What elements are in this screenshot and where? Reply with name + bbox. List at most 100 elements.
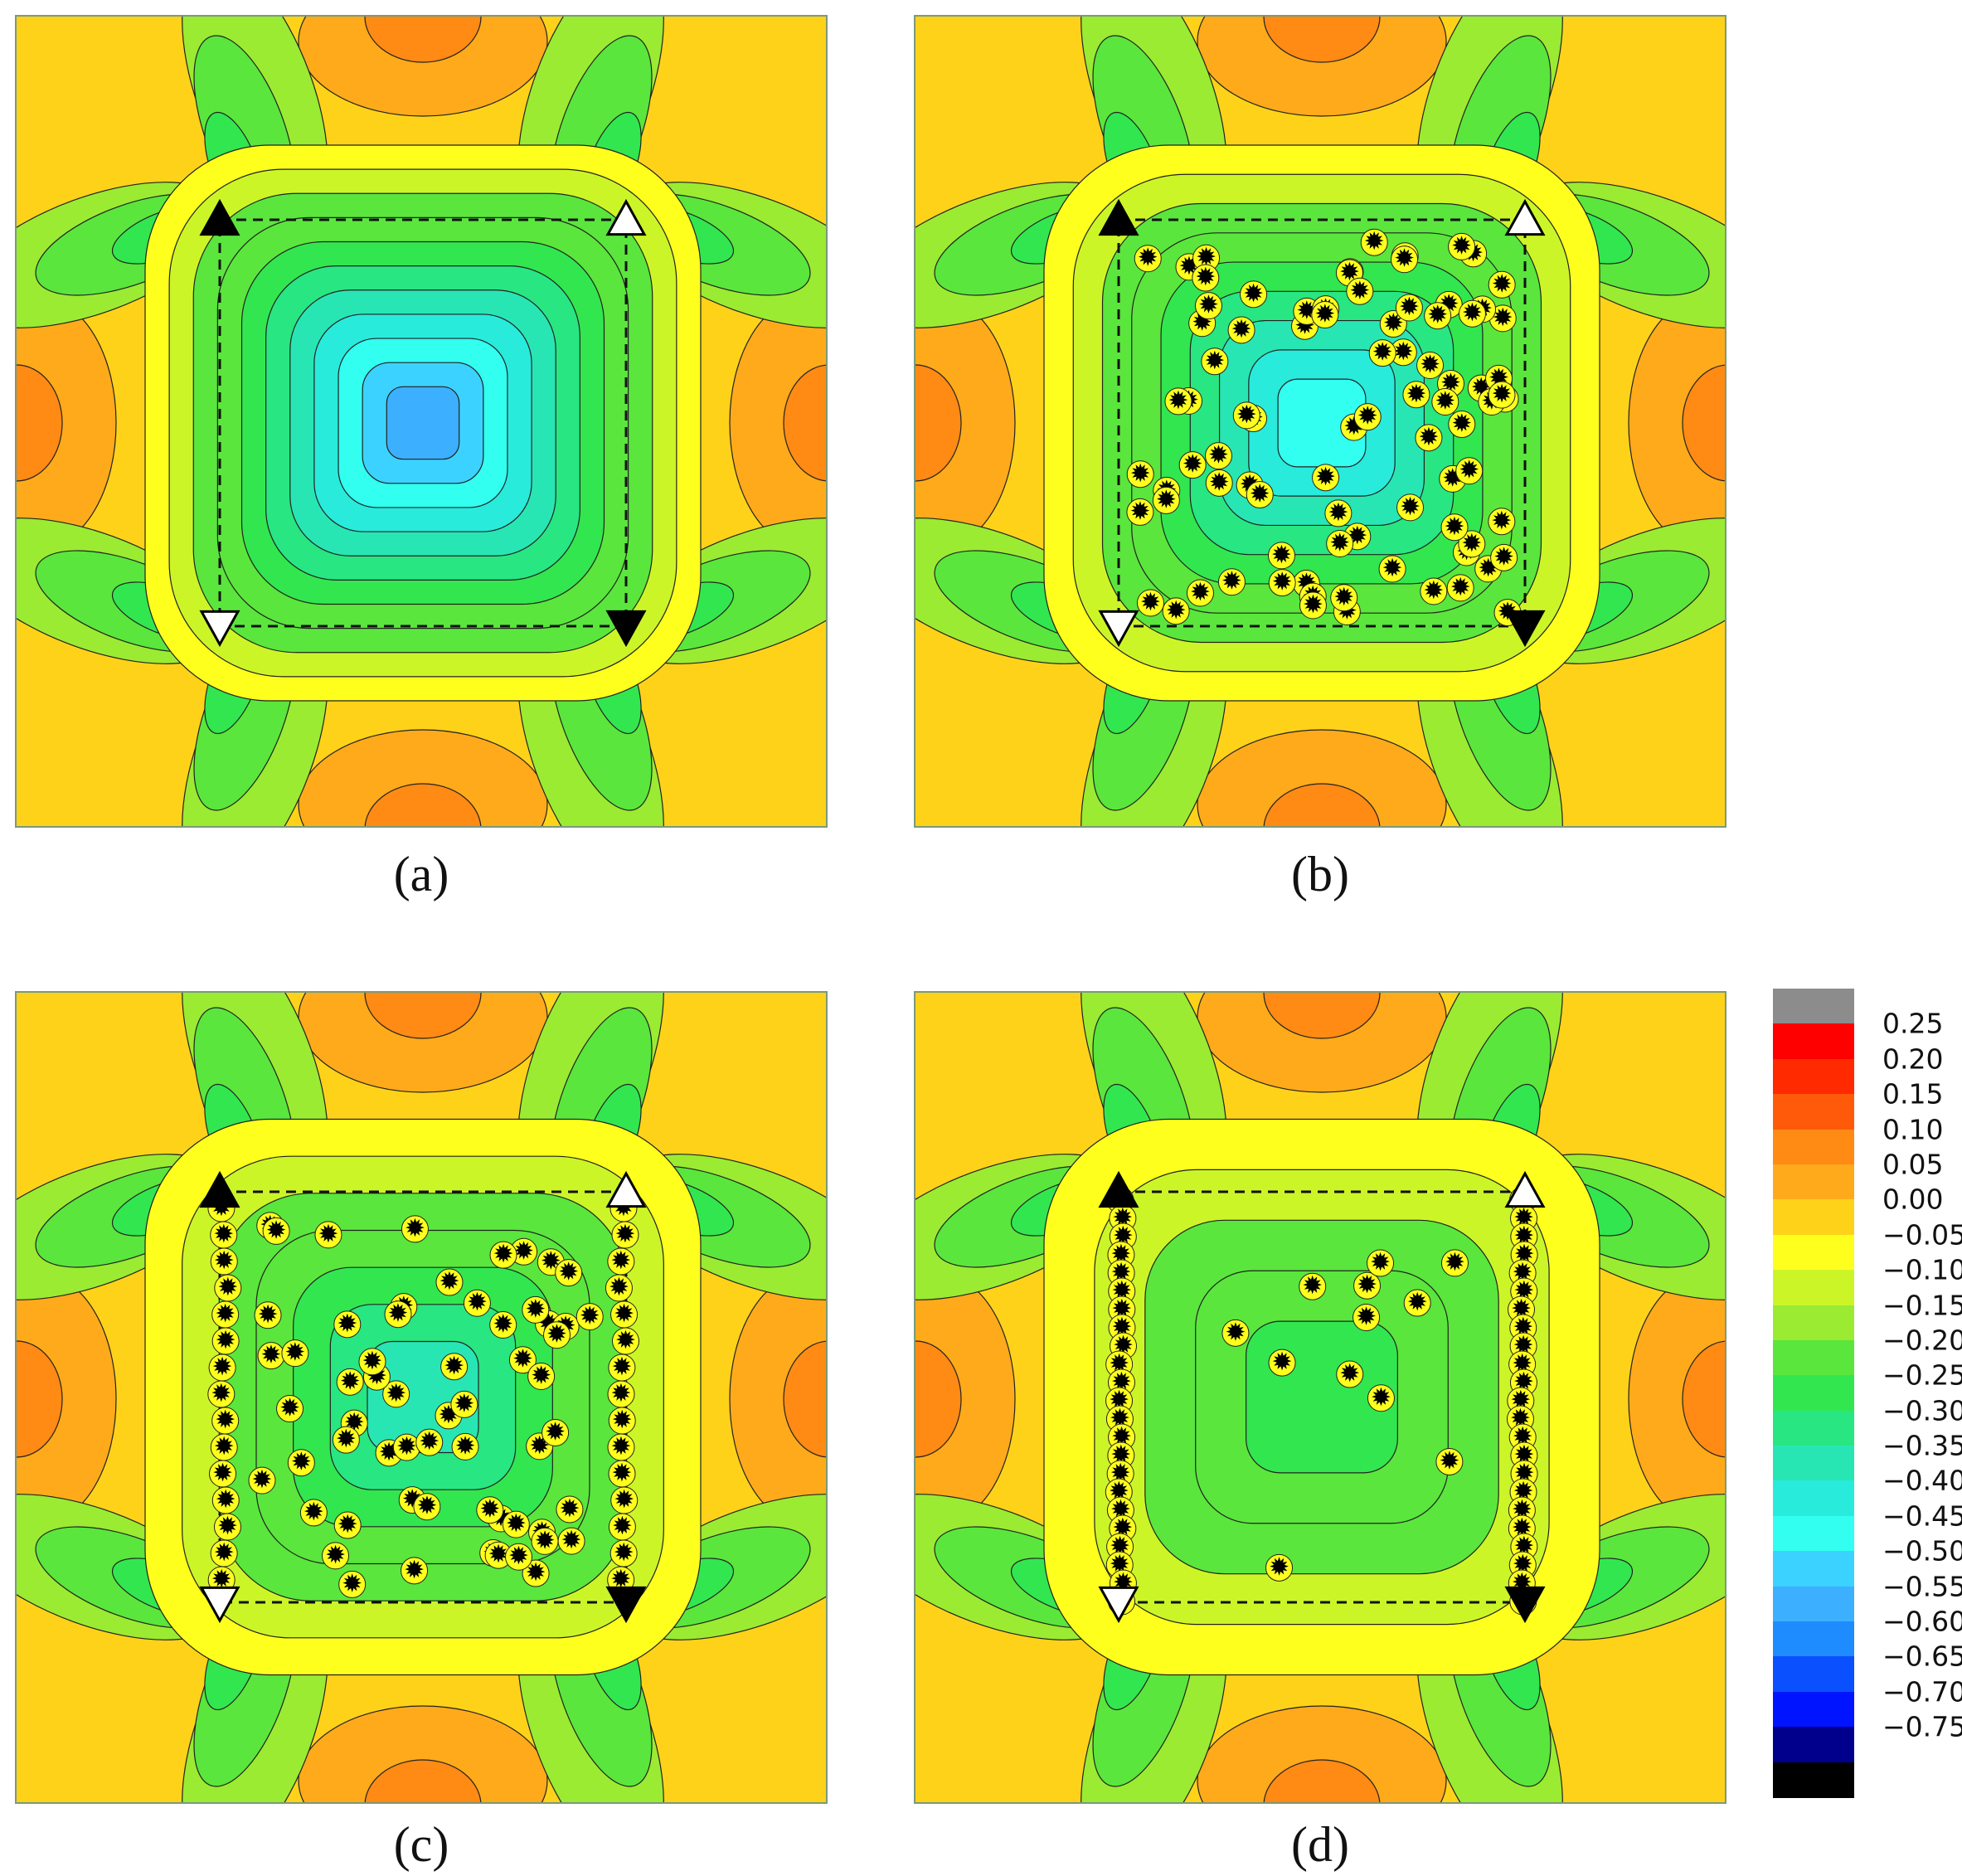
- defect-marker: ✹: [615, 1326, 636, 1355]
- defect-marker: ✹: [304, 1498, 324, 1527]
- defect-halo: [1488, 381, 1516, 409]
- dashed-boundary: [1117, 218, 1527, 628]
- colorbar-swatch: [1773, 1164, 1854, 1201]
- defect-marker: ✹: [1491, 380, 1512, 409]
- defect-marker: ✹: [216, 1326, 236, 1355]
- marker-hollow-down-triangle: [1098, 610, 1139, 648]
- defect-halo: [1221, 1319, 1250, 1347]
- defect-marker: ✹: [1339, 1359, 1360, 1388]
- colorbar-tick-label: −0.75: [1882, 1710, 1962, 1743]
- defect-marker: ✹: [1329, 529, 1350, 558]
- defect-marker: ✹: [214, 1538, 235, 1567]
- defect-halo: [1205, 469, 1233, 497]
- defect-halo: [556, 1495, 584, 1524]
- contour-lobe: [1263, 783, 1381, 826]
- defect-marker: ✹: [325, 1541, 346, 1570]
- defect-halo: [555, 1259, 583, 1287]
- defect-marker: ✹: [531, 1361, 551, 1390]
- defect-marker: ✹: [1198, 291, 1219, 320]
- defect-halo: [1415, 424, 1443, 452]
- defect-marker: ✹: [362, 1347, 382, 1376]
- marker-filled-up-triangle: [1098, 1170, 1139, 1208]
- defect-marker: ✹: [217, 1512, 238, 1541]
- defect-marker: ✹: [1208, 441, 1229, 470]
- defect-marker: ✹: [614, 1538, 634, 1567]
- caption-a: (a): [393, 847, 449, 902]
- colorbar-swatch: [1773, 1199, 1854, 1236]
- defect-marker: ✹: [580, 1302, 600, 1331]
- defect-marker: ✹: [1190, 578, 1211, 607]
- colorbar-swatch: [1773, 1023, 1854, 1060]
- defect-halo: [611, 1221, 639, 1249]
- defect-halo: [1134, 245, 1162, 273]
- marker-filled-down-triangle: [605, 610, 647, 648]
- defect-halo: [527, 1362, 556, 1390]
- defect-halo: [542, 1321, 571, 1349]
- defect-marker: ✹: [479, 1495, 500, 1524]
- defect-halo: [1360, 228, 1388, 256]
- defect-marker: ✹: [266, 1216, 287, 1245]
- marker-hollow-up-triangle: [1504, 1170, 1546, 1208]
- defect-halo: [276, 1395, 304, 1423]
- defect-halo: [463, 1289, 491, 1317]
- defect-marker: ✹: [1357, 402, 1378, 431]
- defect-halo: [401, 1215, 429, 1243]
- defect-marker: ✹: [1166, 596, 1187, 625]
- panel-b: ✹ ✹ ✹ ✹ ✹ ✹ ✹ ✹ ✹ ✹ ✹ ✹ ✹ ✹ ✹ ✹ ✹ ✹ ✹ ✹ ✹ ✹ ✹ ✹ ✹ ✹ ✹ ✹ ✹ ✹ ✹ ✹ ✹ ✹ ✹ ✹ ✹ ✹ ✹ ✹…: [914, 15, 1726, 828]
- defect-marker: ✹: [260, 1341, 281, 1370]
- defect-halo: [1299, 591, 1327, 620]
- defect-halo: [1448, 411, 1476, 439]
- defect-halo: [1402, 381, 1430, 409]
- defect-marker: ✹: [1439, 1446, 1459, 1475]
- colorbar-swatch: [1773, 1305, 1854, 1341]
- defect-marker: ✹: [545, 1417, 566, 1446]
- defect-marker: ✹: [1138, 244, 1158, 273]
- defect-halo: [451, 1432, 479, 1460]
- defect-halo: [1232, 401, 1260, 430]
- defect-marker: ✹: [1243, 279, 1264, 309]
- defect-halo: [489, 1311, 517, 1339]
- defect-halo: [207, 1380, 236, 1408]
- defect-marker: ✹: [1269, 1553, 1289, 1582]
- defect-halo: [1299, 1272, 1327, 1300]
- defect-halo: [1324, 499, 1353, 527]
- defect-marker: ✹: [546, 1320, 567, 1349]
- defect-marker: ✹: [1183, 450, 1203, 479]
- caption-d: (d): [1291, 1817, 1349, 1872]
- defect-halo: [333, 1310, 362, 1339]
- colorbar-swatch: [1773, 1586, 1854, 1623]
- defect-marker: ✹: [1356, 1303, 1377, 1332]
- defect-marker: ✹: [1372, 338, 1393, 367]
- defect-halo: [1403, 1289, 1431, 1317]
- defect-halo: [1353, 1271, 1382, 1300]
- colorbar-swatch: [1773, 1234, 1854, 1271]
- defect-marker: ✹: [257, 1300, 278, 1329]
- defect-halo: [1312, 464, 1340, 492]
- defect-marker: ✹: [1371, 1383, 1391, 1412]
- defect-marker: ✹: [1406, 380, 1426, 409]
- defect-halo: [384, 1300, 412, 1329]
- defect-marker: ✹: [1493, 542, 1514, 571]
- defect-marker: ✹: [444, 1352, 464, 1381]
- defect-halo: [1240, 280, 1268, 309]
- defect-marker: ✹: [1328, 498, 1348, 527]
- defect-halo: [1431, 387, 1459, 416]
- defect-marker: ✹: [416, 1492, 437, 1521]
- marker-hollow-up-triangle: [1504, 198, 1546, 236]
- defect-halo: [1164, 387, 1192, 416]
- defect-halo: [336, 1368, 364, 1396]
- defect-marker: ✹: [404, 1556, 425, 1585]
- colorbar-swatch: [1773, 1656, 1854, 1693]
- defect-marker: ✹: [1168, 386, 1188, 416]
- defect-marker: ✹: [1315, 463, 1336, 492]
- defect-halo: [322, 1542, 350, 1570]
- defect-marker: ✹: [508, 1542, 529, 1571]
- defect-halo: [1201, 347, 1229, 376]
- contour-lobe: [298, 1705, 548, 1802]
- colorbar-tick-label: −0.05: [1882, 1218, 1962, 1251]
- defect-halo: [248, 1466, 276, 1494]
- defect-halo: [1194, 292, 1222, 320]
- defect-halo: [505, 1543, 533, 1571]
- defect-halo: [575, 1303, 604, 1331]
- defect-marker: ✹: [467, 1288, 488, 1317]
